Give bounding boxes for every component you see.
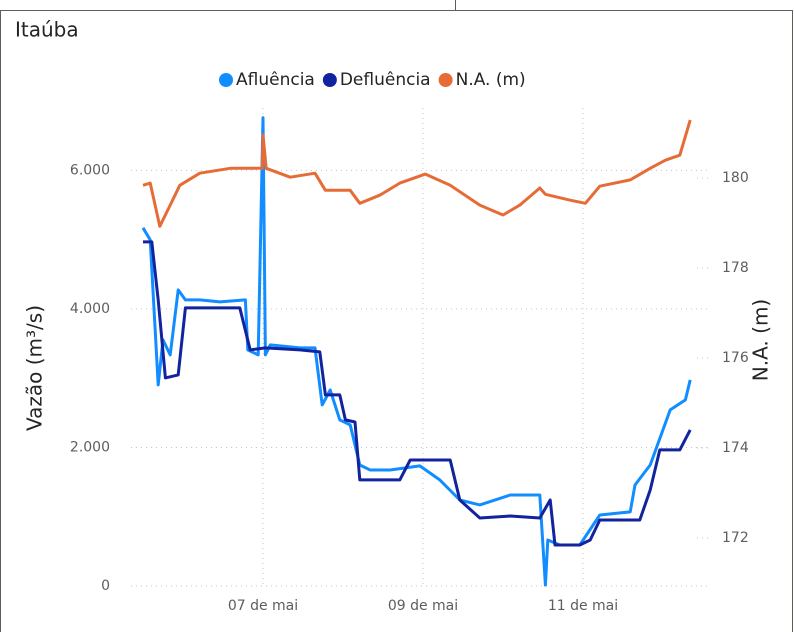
y-tick-label: 2.000 [70,439,110,455]
y2-axis-title: N.A. (m) [749,299,773,381]
x-tick-label: 07 de mai [228,598,298,614]
legend-marker [438,73,453,87]
y2-tick-label: 174 [722,440,749,456]
y2-tick-label: 178 [722,260,749,276]
y2-tick-label: 180 [722,170,749,186]
legend-label: Defluência [340,70,431,90]
legend-label: N.A. (m) [456,70,526,90]
y-tick-label: 4.000 [70,301,110,317]
y2-tick-label: 172 [722,530,749,546]
x-tick-label: 09 de mai [388,598,458,614]
x-tick-label: 11 de mai [548,598,618,614]
legend-label: Afluência [236,70,315,90]
y2-tick-label: 176 [722,350,749,366]
series-line [143,240,692,547]
y-axis-title: Vazão (m³/s) [23,305,47,431]
y-tick-label: 6.000 [70,162,110,178]
series-line [142,119,692,228]
legend-marker [219,73,233,87]
legend-marker [322,73,337,87]
chart-title: Itaúba [15,18,79,42]
y-tick-label: 0 [101,578,110,594]
series-line [141,116,692,587]
card-border [0,10,793,632]
